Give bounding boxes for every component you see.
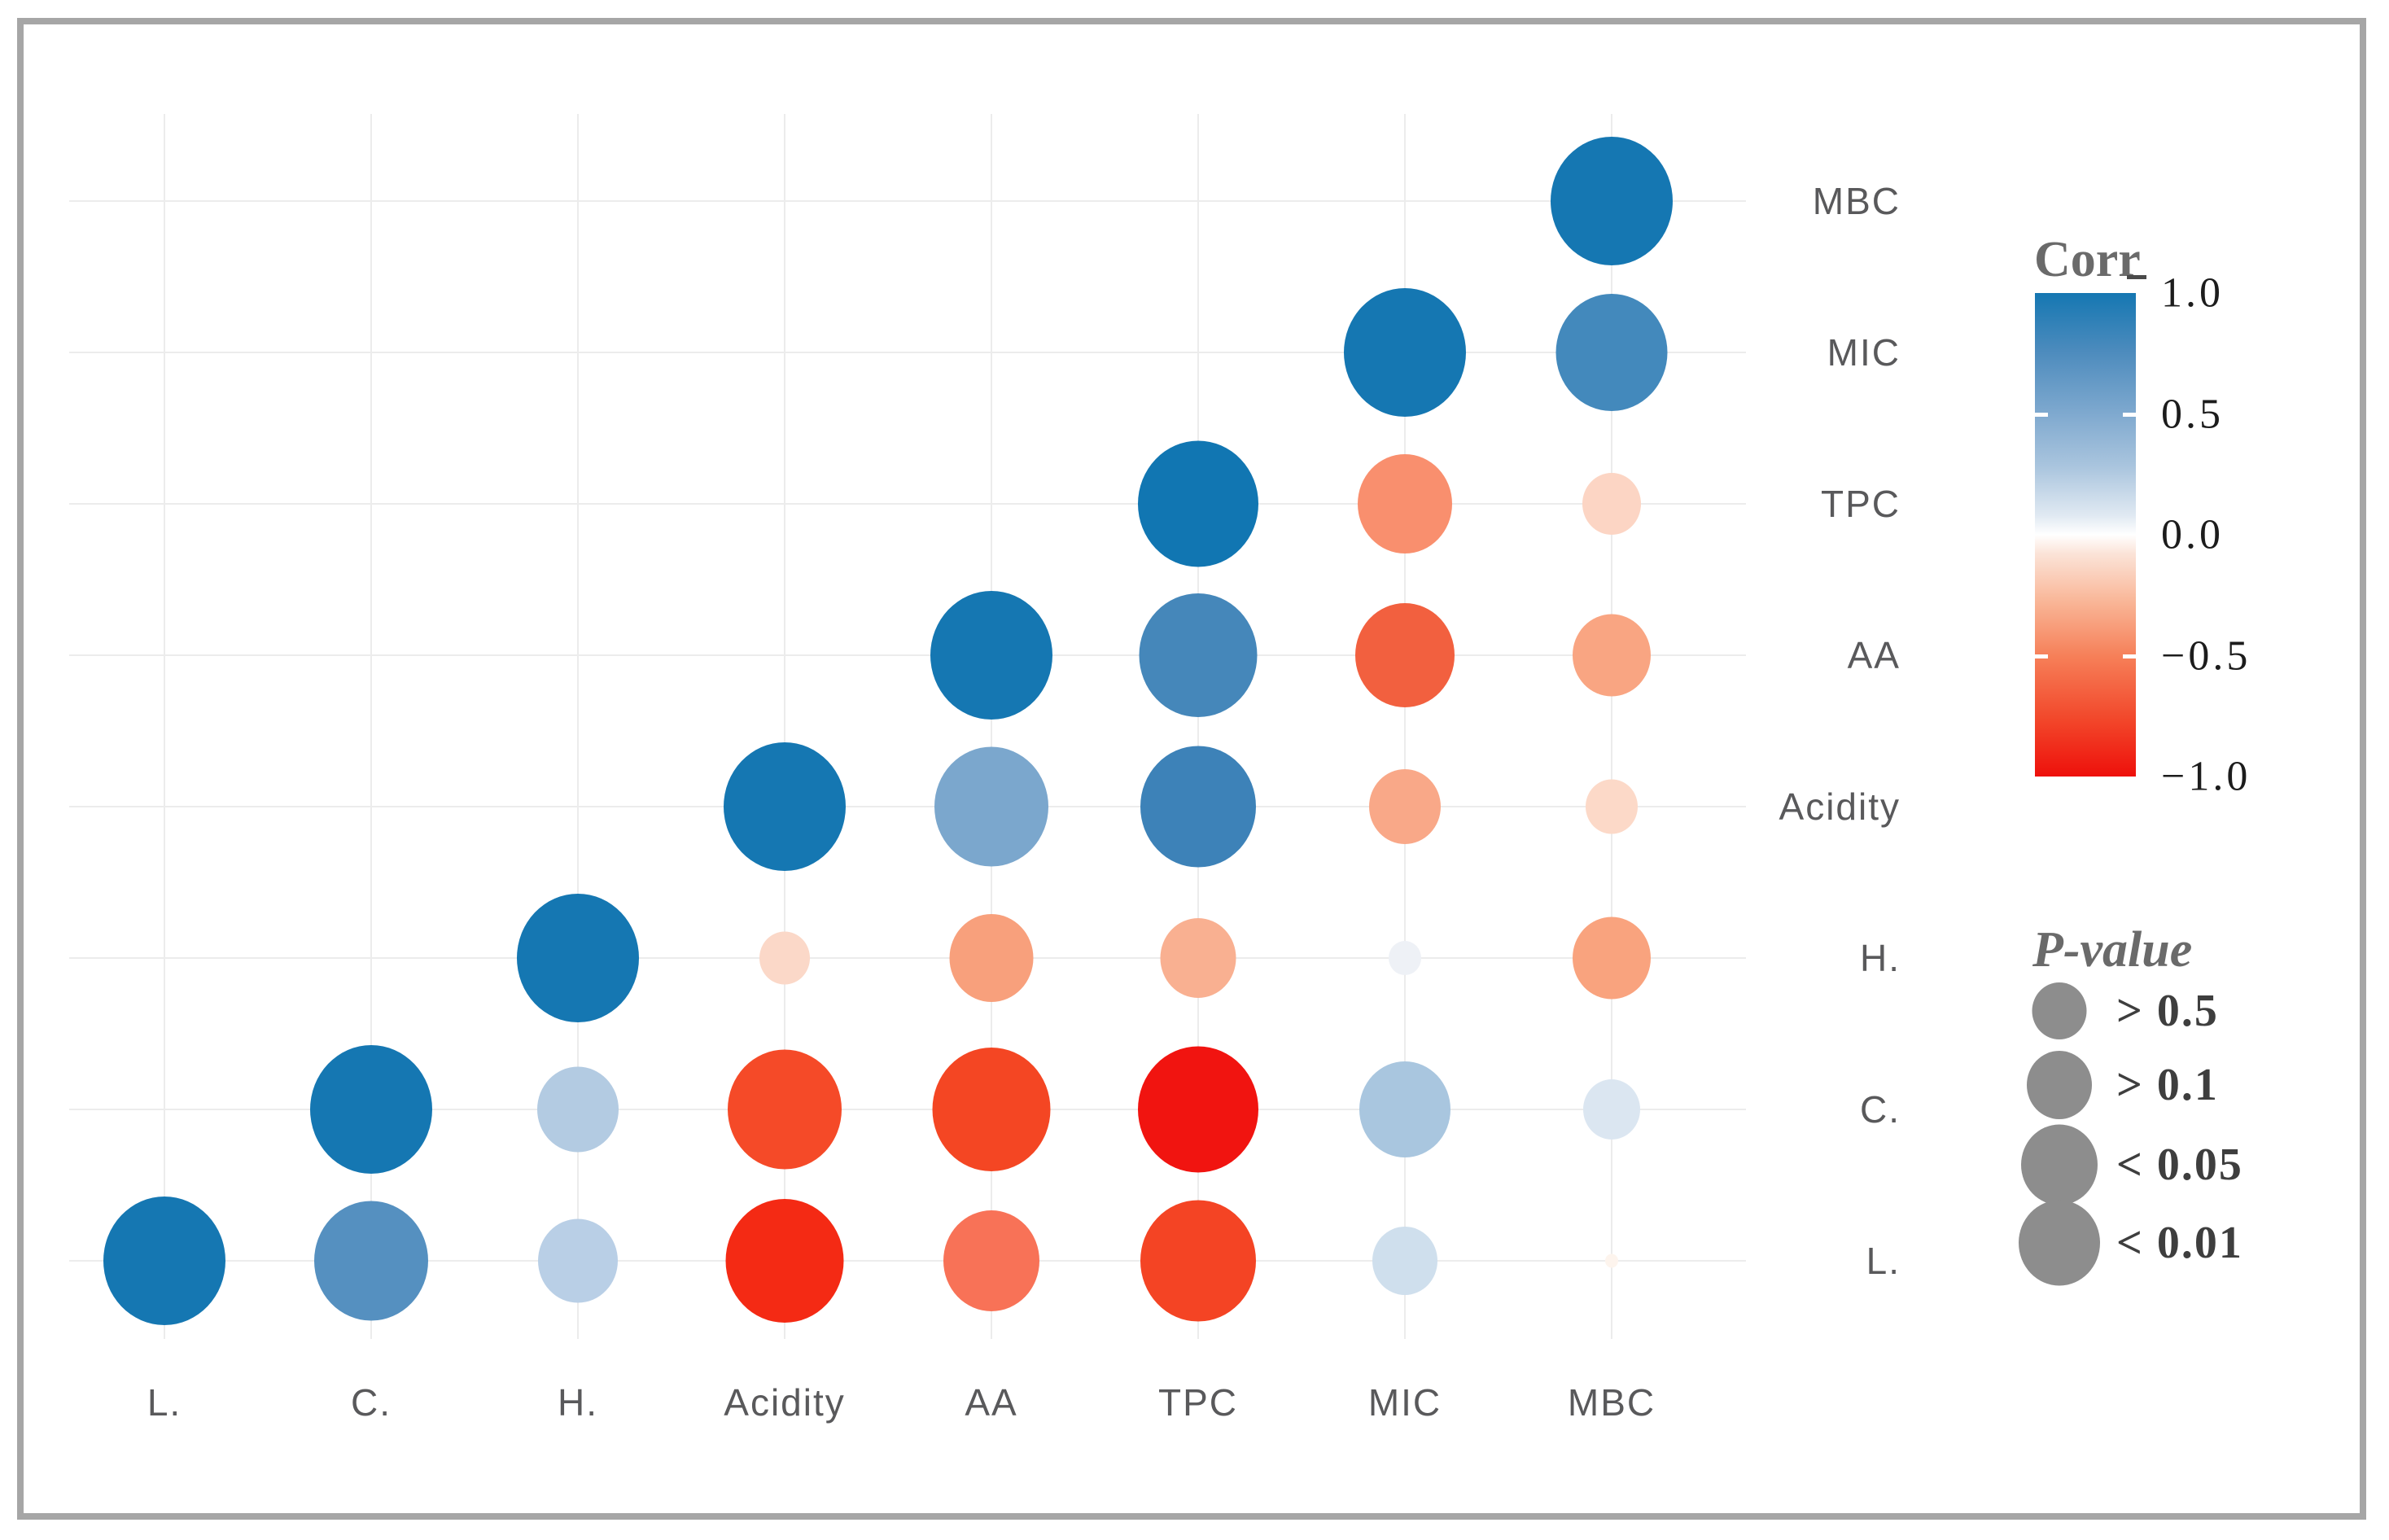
corr-cell-L-TPC — [1140, 1200, 1256, 1322]
corr-cell-H-Acidity — [759, 931, 810, 985]
col-label-AA: AA — [965, 1381, 1018, 1424]
corr-cell-C-Acidity — [728, 1049, 842, 1170]
corr-cell-AA-MIC — [1355, 603, 1455, 707]
colorbar-notch — [2123, 654, 2136, 658]
row-label-H: H. — [1860, 937, 1901, 979]
corr-cell-AA-AA — [930, 591, 1052, 720]
corr-cell-Acidity-TPC — [1140, 746, 1256, 868]
corr-cell-L-MBC — [1605, 1253, 1618, 1268]
gridline-horizontal — [69, 1109, 1746, 1110]
row-label-MIC: MIC — [1827, 331, 1901, 374]
row-label-Acidity: Acidity — [1779, 785, 1901, 828]
corr-cell-TPC-MIC — [1358, 454, 1452, 553]
size-legend-label: < 0.05 — [2116, 1140, 2243, 1190]
gridline-vertical — [164, 114, 165, 1339]
row-label-C: C. — [1860, 1088, 1901, 1131]
col-label-Acidity: Acidity — [724, 1381, 846, 1424]
corr-cell-C-TPC — [1138, 1046, 1258, 1173]
corr-cell-MBC-MBC — [1551, 137, 1673, 265]
gridline-vertical — [991, 114, 992, 1339]
colorbar-notch — [2123, 412, 2136, 417]
color-legend-title: Corr — [2034, 232, 2141, 287]
col-label-L: L. — [147, 1381, 182, 1424]
col-label-MBC: MBC — [1567, 1381, 1656, 1424]
color-legend-tick-label: −1.0 — [2161, 753, 2251, 800]
col-label-C: C. — [351, 1381, 392, 1424]
color-legend-gradient-bar — [2035, 293, 2136, 777]
corr-cell-TPC-TPC — [1138, 440, 1258, 567]
gridline-horizontal — [69, 654, 1746, 656]
size-legend-title: P-value — [2032, 922, 2193, 978]
gridline-horizontal — [69, 352, 1746, 353]
row-label-TPC: TPC — [1821, 483, 1901, 525]
corr-cell-C-C — [310, 1045, 432, 1174]
size-legend-label: > 0.1 — [2116, 1060, 2219, 1110]
row-label-L: L. — [1866, 1240, 1901, 1282]
color-legend-tick-label: 0.5 — [2161, 391, 2224, 437]
col-label-MIC: MIC — [1367, 1381, 1442, 1424]
corr-cell-Acidity-MBC — [1586, 779, 1638, 834]
gridline-horizontal — [69, 1260, 1746, 1262]
row-label-AA: AA — [1847, 634, 1901, 676]
colorbar-notch — [2035, 654, 2048, 658]
gridline-vertical — [1611, 114, 1612, 1339]
size-legend-circle — [2027, 1051, 2092, 1119]
corr-cell-C-MIC — [1359, 1061, 1450, 1157]
col-label-H: H. — [558, 1381, 598, 1424]
corr-cell-L-H — [538, 1218, 618, 1303]
corr-cell-L-Acidity — [725, 1199, 844, 1323]
size-legend-circle — [2032, 982, 2087, 1039]
gridline-horizontal — [69, 200, 1746, 202]
corr-cell-TPC-MBC — [1582, 473, 1641, 535]
size-legend-circle — [2021, 1124, 2098, 1205]
corr-cell-MIC-MIC — [1344, 288, 1466, 417]
gridline-vertical — [784, 114, 785, 1339]
gridline-vertical — [577, 114, 579, 1339]
corr-cell-Acidity-MIC — [1369, 769, 1441, 844]
corr-cell-L-AA — [943, 1210, 1039, 1311]
corr-cell-MIC-MBC — [1555, 294, 1668, 411]
corr-cell-H-MBC — [1573, 917, 1651, 1000]
colorbar-notch — [2035, 412, 2048, 417]
gridline-horizontal — [69, 957, 1746, 959]
color-legend-tick-label: 0.0 — [2161, 511, 2224, 558]
col-label-TPC: TPC — [1158, 1381, 1238, 1424]
gridline-vertical — [370, 114, 372, 1339]
gridline-horizontal — [69, 503, 1746, 505]
row-label-MBC: MBC — [1812, 180, 1901, 222]
corr-cell-L-C — [314, 1201, 428, 1321]
size-legend-circle — [2019, 1200, 2100, 1286]
corr-cell-H-H — [517, 894, 639, 1022]
size-legend-label: > 0.5 — [2116, 986, 2219, 1036]
corr-cell-AA-TPC — [1139, 593, 1258, 717]
gridline-vertical — [1197, 114, 1199, 1339]
corr-cell-L-L — [103, 1197, 225, 1325]
corr-cell-Acidity-AA — [934, 746, 1048, 867]
corr-cell-C-H — [537, 1066, 619, 1153]
corr-cell-H-MIC — [1389, 941, 1421, 975]
color-legend-tick-label: −0.5 — [2161, 632, 2251, 679]
corr-cell-L-MIC — [1372, 1227, 1437, 1295]
corr-cell-AA-MBC — [1573, 614, 1651, 697]
corr-cell-C-AA — [932, 1048, 1051, 1171]
gridline-vertical — [1404, 114, 1406, 1339]
colorbar-top-tick — [2127, 275, 2146, 279]
color-legend-tick-label: 1.0 — [2161, 269, 2224, 317]
corr-cell-Acidity-Acidity — [724, 742, 846, 871]
corr-cell-H-AA — [949, 914, 1034, 1002]
corr-cell-H-TPC — [1160, 918, 1236, 998]
corr-cell-C-MBC — [1583, 1079, 1640, 1140]
size-legend-label: < 0.01 — [2116, 1218, 2243, 1268]
gridline-horizontal — [69, 806, 1746, 807]
